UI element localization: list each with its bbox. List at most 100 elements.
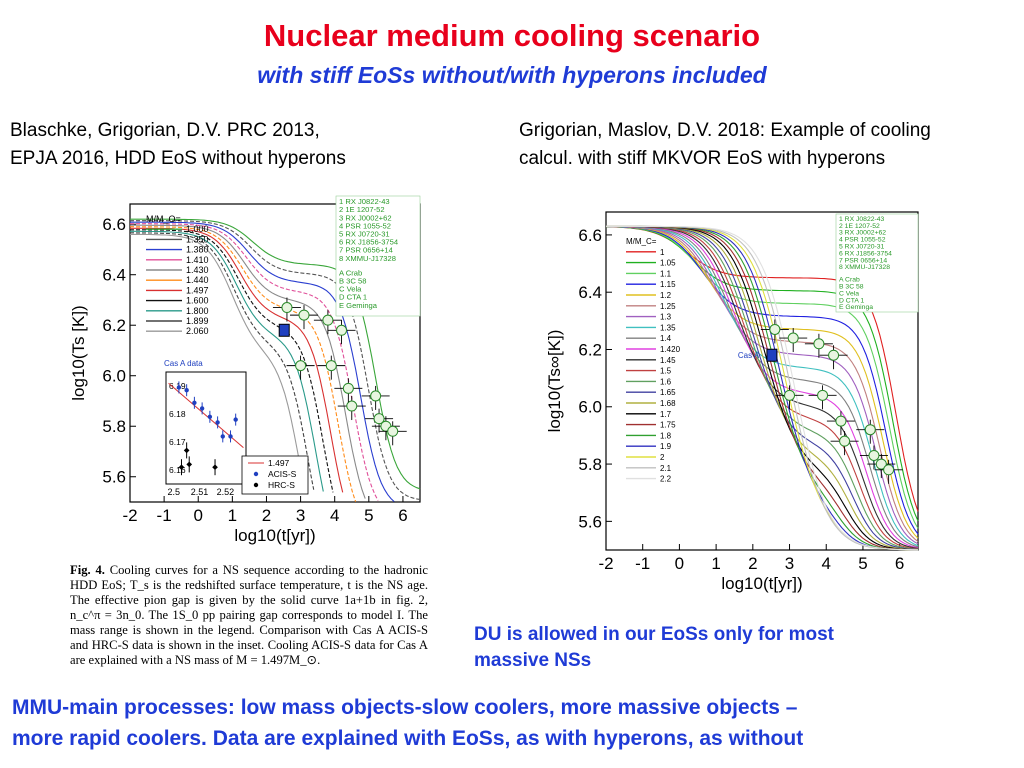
legend-title: M/M_C= <box>626 237 657 246</box>
cooling-curve <box>130 232 315 490</box>
inset-legend-label: HRC-S <box>268 480 295 490</box>
cooling-curve <box>130 229 334 493</box>
left-reference-line: Blaschke, Grigorian, D.V. PRC 2013, <box>10 120 320 141</box>
inset-legend-label: ACIS-S <box>268 469 297 479</box>
slide-title: Nuclear medium cooling scenario <box>263 18 761 53</box>
cooling-curve <box>130 233 305 488</box>
data-point <box>868 449 880 461</box>
legend-label: 1 <box>660 248 665 257</box>
left-reference-line: EPJA 2016, HDD EoS without hyperons <box>10 148 346 169</box>
data-point <box>864 424 876 436</box>
source-list-item: D CTA 1 <box>839 297 864 304</box>
source-list-box <box>835 213 919 313</box>
cooling-curve <box>130 221 395 503</box>
caption-label: Fig. 4. <box>70 563 105 577</box>
figure-caption: Fig. 4. Cooling curves for a NS sequence… <box>70 563 428 668</box>
inset-acis-point <box>192 400 197 405</box>
source-list-item: 7 PSR 0656+14 <box>839 257 887 264</box>
source-list-item: B 3C 58 <box>339 276 366 285</box>
x-tick-label: 4 <box>822 554 831 573</box>
x-tick-label: 6 <box>398 506 407 525</box>
source-list-item: 3 RX J0002+62 <box>339 213 392 222</box>
legend-label: 1.75 <box>660 421 676 430</box>
source-list-item: 2 1E 1207-52 <box>839 223 880 230</box>
inset-title: Cas A data <box>164 359 203 368</box>
y-tick-label: 6.4 <box>578 283 602 302</box>
x-tick-label: 3 <box>785 554 794 573</box>
inset-legend-box <box>241 455 309 495</box>
legend-title: M/M_O= <box>146 214 181 224</box>
x-axis-label: log10(t[yr]) <box>234 526 315 545</box>
cooling-curve <box>130 223 379 501</box>
source-list-item: B 3C 58 <box>839 284 864 291</box>
x-tick-label: 0 <box>675 554 684 573</box>
legend-label: 1.497 <box>186 285 209 295</box>
y-tick-label: 6.0 <box>102 367 126 386</box>
legend-label: 1.9 <box>660 442 672 451</box>
y-tick-label: 5.8 <box>578 455 602 474</box>
left-cooling-chart-svg: -2 -1 0 1 2 3 4 5 6 5.6 5.8 6.0 6.2 6.4 6.6 log10(t[yr]… <box>69 195 421 545</box>
data-point <box>813 338 825 350</box>
cas-a-point <box>766 348 778 362</box>
left-cooling-chart: -2 -1 0 1 2 3 4 5 6 5.6 5.8 6.0 6.2 6.4 6.6 log10(t[yr]… <box>68 192 430 556</box>
du-note-line: DU is allowed in our EoSs only for most <box>474 624 834 645</box>
x-tick-label: -1 <box>635 554 650 573</box>
y-axis-label: log10(Ts [K]) <box>69 305 88 400</box>
inset-x-tick-label: 2.52 <box>217 487 235 497</box>
inset-acis-point <box>207 414 213 419</box>
data-point <box>784 389 796 401</box>
source-list-item: 7 PSR 0656+14 <box>339 246 393 255</box>
source-list-item: A Crab <box>339 268 362 277</box>
cas-a-label: Cas A <box>738 351 760 360</box>
legend-label: 1.45 <box>660 356 676 365</box>
cooling-curve <box>605 226 919 522</box>
x-tick-label: 1 <box>711 554 720 573</box>
data-point <box>835 415 847 427</box>
inset-y-tick-label: 6.18 <box>169 409 186 419</box>
slide-subtitle: with stiff EoSs without/with hyperons in… <box>257 62 767 88</box>
x-axis-label: log10(t[yr]) <box>721 574 802 593</box>
source-list-item: 4 PSR 1055-52 <box>839 237 886 244</box>
source-list-item: A Crab <box>839 277 860 284</box>
inset-acis-point <box>220 434 225 439</box>
legend-label: 1.15 <box>660 280 676 289</box>
inset-legend-swatch <box>253 482 259 488</box>
inset-legend-label: 1.497 <box>268 458 290 468</box>
inset-acis-point <box>228 434 233 439</box>
y-tick-label: 5.6 <box>102 468 126 487</box>
legend-label: 1.05 <box>660 259 676 268</box>
du-note-line: massive NSs <box>474 650 592 671</box>
source-list-item: E Geminga <box>839 304 873 311</box>
data-point <box>298 309 310 321</box>
inset-acis-point <box>184 388 189 393</box>
legend-label: 1.430 <box>186 265 209 275</box>
cooling-curve <box>130 226 357 502</box>
cooling-curve <box>130 220 421 501</box>
source-list-item: 4 PSR 1055-52 <box>339 221 391 230</box>
legend-label: 1.420 <box>660 345 681 354</box>
legend-label: 1.4 <box>660 334 672 343</box>
inset-hrc-point <box>212 464 218 471</box>
legend-label: 1.350 <box>186 234 209 244</box>
legend-label: 1.8 <box>660 431 672 440</box>
source-list-item: 1 RX J0822-43 <box>339 197 390 206</box>
cooling-curve <box>130 218 421 490</box>
source-list-item: 6 RX J1856-3754 <box>339 238 398 247</box>
inset-legend-swatch <box>253 471 259 477</box>
conclusion-line: more rapid coolers. Data are explained w… <box>12 727 804 750</box>
source-list-item: 5 RX J0720-31 <box>839 244 885 251</box>
left-reference: Blaschke, Grigorian, D.V. PRC 2013, EPJA… <box>10 117 470 173</box>
x-tick-label: 2 <box>262 506 271 525</box>
x-tick-label: 3 <box>296 506 305 525</box>
inset-acis-point <box>215 420 220 425</box>
x-tick-label: 0 <box>194 506 203 525</box>
du-note: DU is allowed in our EoSs only for most … <box>474 622 934 674</box>
caption-text: Cooling curves for a NS sequence accordi… <box>70 563 428 667</box>
right-reference-line: calcul. with stiff MKVOR EoS with hypero… <box>519 148 886 169</box>
data-point <box>322 314 334 326</box>
source-list-item: 6 RX J1856-3754 <box>839 250 892 257</box>
inset-y-tick-label: 6.17 <box>169 437 186 447</box>
source-list-item: 8 XMMU-J17328 <box>339 254 396 263</box>
cooling-curve <box>130 230 324 492</box>
source-list-item: C Vela <box>339 285 362 294</box>
